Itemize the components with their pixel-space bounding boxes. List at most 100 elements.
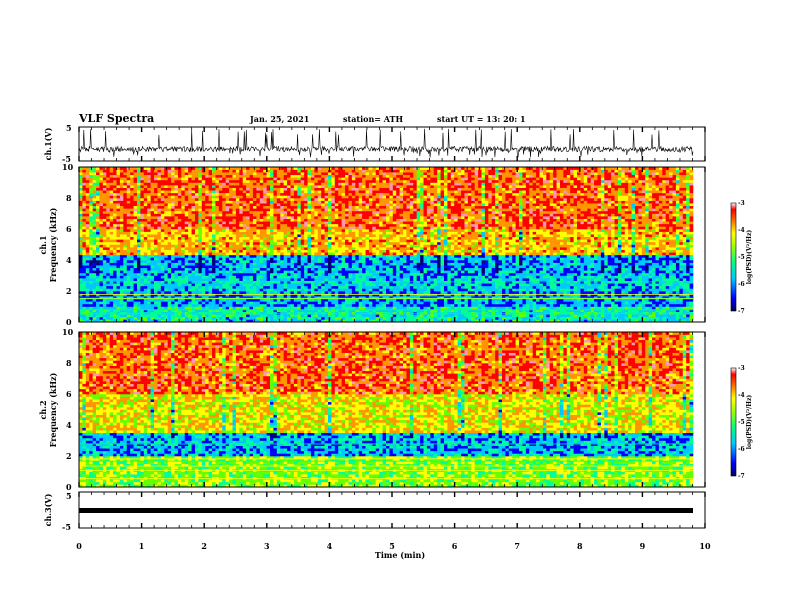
spec1-cell	[175, 252, 179, 255]
spec1-cell	[161, 195, 165, 198]
spec1-cell	[171, 172, 175, 175]
spec1-cell	[178, 283, 182, 286]
spec1-cell	[89, 257, 93, 260]
spec1-cell	[168, 221, 172, 224]
spec1-cell	[123, 252, 127, 255]
spec1-cell	[137, 219, 141, 222]
spec1-cell	[86, 185, 90, 188]
spec1-cell	[79, 232, 83, 235]
spec1-cell	[171, 226, 175, 229]
spec1-cell	[82, 250, 86, 253]
spec1-cell	[120, 260, 124, 263]
spec1-cell	[106, 224, 110, 227]
spec1-cell	[168, 208, 172, 211]
spec1-cell	[164, 278, 168, 281]
spec1-cell	[175, 247, 179, 250]
spec1-cell	[96, 208, 100, 211]
spec1-cell	[127, 255, 131, 258]
spec1-cell	[89, 273, 93, 276]
spec1-cell	[164, 188, 168, 191]
spec1-cell	[120, 291, 124, 294]
spec1-cell	[117, 276, 121, 279]
spec1-cell	[147, 268, 151, 271]
spec1-cell	[93, 195, 97, 198]
spec1-cell	[178, 265, 182, 268]
spec1-cell	[151, 286, 155, 289]
spec1-cell	[110, 247, 114, 250]
spec1-cell	[93, 317, 97, 320]
spec1-cell	[110, 245, 114, 248]
spec1-cell	[103, 247, 107, 250]
spec1-cell	[140, 288, 144, 291]
spec1-cell	[151, 211, 155, 214]
spec1-cell	[79, 268, 83, 271]
spec1-cell	[144, 291, 148, 294]
spec1-cell	[151, 237, 155, 240]
spec1-cell	[79, 294, 83, 297]
spec1-cell	[144, 229, 148, 232]
spec1-cell	[134, 255, 138, 258]
spec1-cell	[154, 291, 158, 294]
spec1-cell	[147, 245, 151, 248]
spec1-cell	[96, 273, 100, 276]
spec1-cell	[93, 172, 97, 175]
spec1-cell	[82, 211, 86, 214]
spec1-cell	[117, 226, 121, 229]
spec1-cell	[123, 185, 127, 188]
spec1-cell	[103, 242, 107, 245]
spec1-cell	[175, 226, 179, 229]
spec1-cell	[123, 286, 127, 289]
spec1-cell	[117, 177, 121, 180]
spec1-cell	[134, 265, 138, 268]
spec1-cell	[130, 180, 134, 183]
spec1-cell	[96, 270, 100, 273]
spec1-cell	[127, 250, 131, 253]
spec1-cell	[89, 283, 93, 286]
spec1-cell	[113, 250, 117, 253]
spec1-cell	[171, 208, 175, 211]
spec1-cell	[123, 219, 127, 222]
spec1-cell	[161, 294, 165, 297]
spec1-cell	[157, 307, 161, 310]
spec1-cell	[103, 177, 107, 180]
spec1-cell	[99, 252, 103, 255]
spec1-cell	[154, 252, 158, 255]
spec1-cell	[171, 180, 175, 183]
spec1-cell	[123, 214, 127, 217]
spec1-cell	[89, 268, 93, 271]
spec1-cell	[185, 237, 189, 240]
spec1-cell	[185, 286, 189, 289]
spec1-cell	[106, 245, 110, 248]
spec1-cell	[130, 283, 134, 286]
spec1-cell	[93, 250, 97, 253]
spec1-cell	[137, 170, 141, 173]
spec1-cell	[110, 224, 114, 227]
spec1-cell	[106, 247, 110, 250]
spec1-cell	[120, 216, 124, 219]
spec1-cell	[134, 188, 138, 191]
spec1-cell	[123, 247, 127, 250]
spec1-cell	[137, 234, 141, 237]
spec1-cell	[181, 314, 185, 317]
spec1-cell	[89, 288, 93, 291]
spec1-cell	[127, 268, 131, 271]
spec1-cell	[178, 270, 182, 273]
spec1-cell	[178, 260, 182, 263]
spec1-cell	[181, 211, 185, 214]
spec1-cell	[168, 301, 172, 304]
spec1-cell	[154, 188, 158, 191]
spec1-cell	[147, 206, 151, 209]
spec1-cell	[106, 273, 110, 276]
spec1-cell	[99, 291, 103, 294]
spec1-cell	[127, 216, 131, 219]
spec1-cell	[99, 180, 103, 183]
spec1-cell	[123, 188, 127, 191]
spec1-cell	[144, 206, 148, 209]
spec1-cell	[110, 198, 114, 201]
spec1-cell	[181, 263, 185, 266]
spec1-cell	[120, 283, 124, 286]
spec1-cell	[99, 283, 103, 286]
spec1-cell	[185, 224, 189, 227]
spec1-cell	[147, 208, 151, 211]
spec1-cell	[96, 229, 100, 232]
